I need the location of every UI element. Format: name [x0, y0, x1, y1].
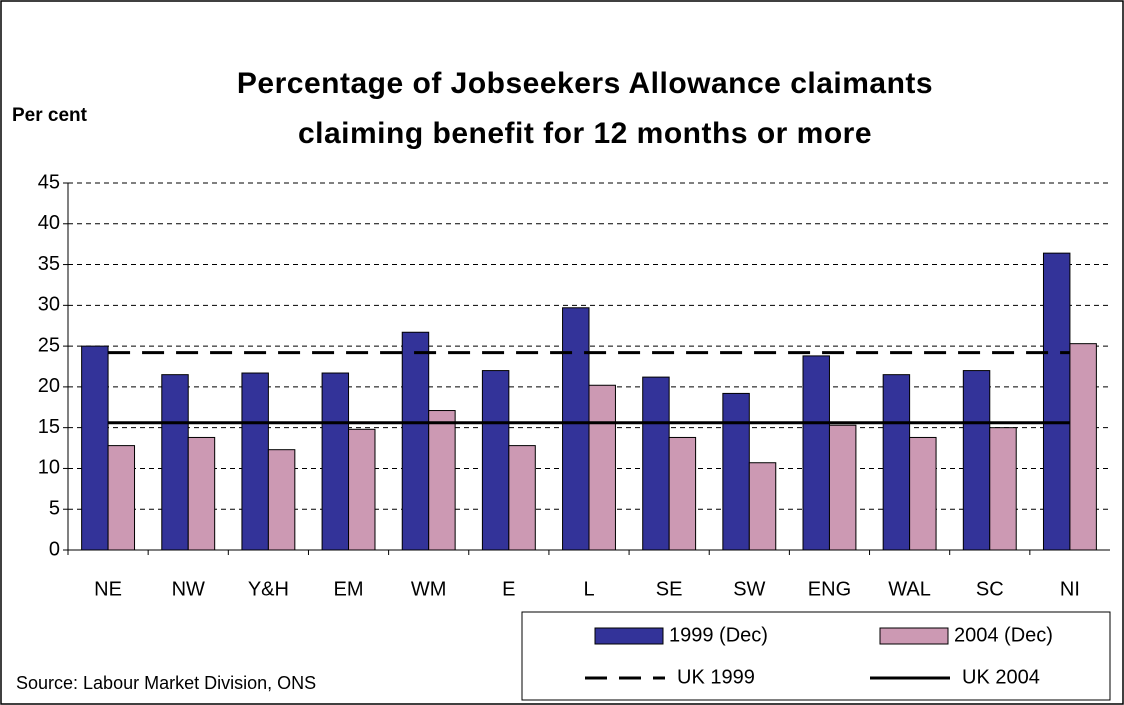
x-tick-label: SE [656, 578, 683, 600]
bar [348, 428, 376, 551]
bar [642, 376, 670, 551]
y-tick-label: 10 [38, 457, 60, 479]
x-tick-label: WM [411, 578, 447, 600]
x-tick-label: SC [976, 578, 1004, 600]
bar [668, 436, 697, 551]
bar [241, 372, 269, 551]
legend-box [521, 611, 1111, 701]
bar [508, 445, 536, 551]
bar [562, 307, 590, 551]
chart-title: Percentage of Jobseekers Allowance claim… [237, 67, 933, 100]
bar [267, 449, 296, 551]
x-tick-label: NW [172, 578, 205, 600]
bar [107, 445, 136, 551]
x-tick-label: L [583, 578, 594, 600]
bar [401, 331, 430, 551]
legend-label: 2004 (Dec) [954, 624, 1053, 646]
bar [1069, 343, 1097, 551]
bar [828, 424, 857, 551]
legend-swatch [879, 627, 949, 645]
y-tick-label: 30 [38, 294, 60, 316]
bar [187, 436, 216, 551]
bar [321, 372, 350, 551]
bar [588, 384, 616, 551]
legend-label: UK 2004 [962, 666, 1040, 688]
x-tick-label: WAL [888, 578, 931, 600]
chart-title: claiming benefit for 12 months or more [298, 117, 872, 150]
bar [481, 370, 510, 551]
x-tick-label: ENG [808, 578, 851, 600]
x-tick-label: EM [334, 578, 364, 600]
y-tick-label: 5 [49, 498, 60, 520]
bar [909, 436, 937, 551]
bar [81, 345, 109, 551]
bar [802, 355, 830, 551]
y-tick-label: 35 [38, 253, 60, 275]
bar [962, 370, 991, 551]
x-tick-label: NE [94, 578, 122, 600]
legend-label: UK 1999 [677, 666, 755, 688]
y-tick-label: 25 [38, 334, 60, 356]
y-tick-label: 15 [38, 416, 60, 438]
y-axis-label: Per cent [12, 105, 88, 126]
bar [989, 427, 1017, 551]
bar [1042, 252, 1071, 551]
y-tick-label: 0 [49, 538, 60, 560]
bar [428, 410, 456, 551]
bar [161, 374, 189, 551]
x-tick-label: SW [733, 578, 765, 600]
bar [722, 392, 750, 551]
legend-label: 1999 (Dec) [669, 624, 768, 646]
legend-swatch [594, 627, 664, 645]
bar [748, 462, 777, 551]
x-tick-label: Y&H [248, 578, 289, 600]
y-tick-label: 20 [38, 375, 60, 397]
y-tick-label: 40 [38, 212, 60, 234]
bar [882, 374, 911, 551]
y-tick-label: 45 [38, 171, 60, 193]
x-tick-label: NI [1060, 578, 1080, 600]
x-tick-label: E [502, 578, 515, 600]
source-note: Source: Labour Market Division, ONS [16, 673, 316, 693]
